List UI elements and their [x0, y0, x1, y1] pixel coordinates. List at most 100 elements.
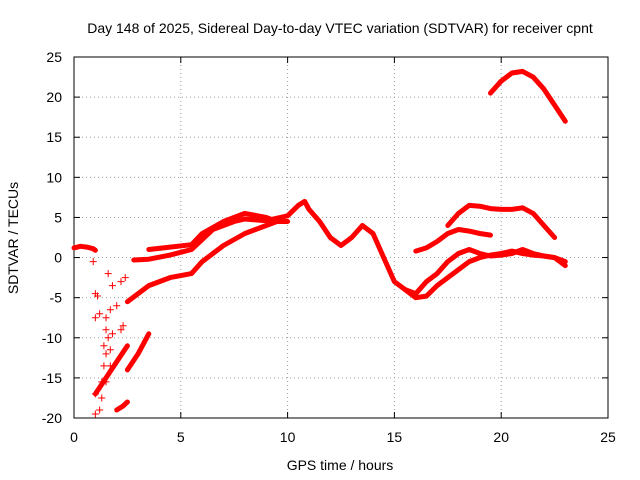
series-arc-h	[124, 331, 152, 373]
y-tick-label: -20	[42, 410, 62, 426]
data-point	[113, 302, 121, 310]
data-point	[102, 378, 110, 386]
data-point	[96, 310, 104, 318]
plus-marker	[104, 270, 112, 278]
y-tick-label: 25	[46, 49, 62, 65]
series-arc-j	[114, 399, 130, 413]
y-axis-label: SDTVAR / TECUs	[5, 182, 21, 294]
data-point	[108, 330, 116, 338]
data-point	[91, 314, 99, 322]
plus-marker	[93, 292, 101, 300]
plus-marker	[102, 378, 110, 386]
data-point	[106, 306, 114, 314]
data-point	[91, 390, 99, 398]
series-arc-c	[124, 219, 280, 305]
data-point	[106, 346, 114, 354]
plus-marker	[108, 282, 116, 290]
data-point	[89, 258, 97, 266]
data-point	[100, 342, 108, 350]
data-point	[106, 362, 114, 370]
plus-marker	[106, 362, 114, 370]
series-arc-a	[131, 198, 568, 301]
plus-marker	[100, 342, 108, 350]
series-line	[488, 68, 568, 124]
data-markers	[89, 258, 129, 418]
series-line	[131, 198, 568, 301]
data-point	[98, 394, 106, 402]
x-tick-label: 25	[600, 429, 616, 445]
plus-marker	[100, 362, 108, 370]
plus-marker	[89, 258, 97, 266]
series-arc-d	[402, 247, 568, 297]
plus-marker	[106, 346, 114, 354]
y-tick-label: 20	[46, 89, 62, 105]
data-point	[100, 362, 108, 370]
series-arc-b	[146, 210, 291, 252]
plus-marker	[104, 334, 112, 342]
series-line	[124, 219, 280, 305]
y-tick-label: -15	[42, 370, 62, 386]
plus-marker	[117, 326, 125, 334]
series-line	[402, 247, 568, 297]
data-series	[71, 68, 568, 413]
x-tick-labels: 0 5 10 15 20 25	[70, 429, 616, 445]
plus-marker	[102, 350, 110, 358]
x-tick-label: 0	[70, 429, 78, 445]
series-arc-i	[92, 343, 130, 397]
plus-marker	[91, 390, 99, 398]
series-arc-g	[488, 68, 568, 124]
series-line	[124, 331, 152, 373]
data-point	[93, 292, 101, 300]
series-arc-early	[71, 243, 98, 253]
axis-ticks	[73, 56, 609, 419]
data-point	[102, 350, 110, 358]
plus-marker	[96, 406, 104, 414]
data-point	[91, 410, 99, 418]
data-point	[104, 270, 112, 278]
plus-marker	[91, 314, 99, 322]
series-line	[445, 202, 558, 240]
series-arc-f	[445, 202, 558, 240]
data-point	[96, 406, 104, 414]
data-point	[117, 278, 125, 286]
data-point	[117, 326, 125, 334]
data-point	[102, 314, 110, 322]
y-tick-label: 15	[46, 129, 62, 145]
y-tick-labels: -20 -15 -10 -5 0 5 10 15 20 25	[42, 49, 62, 426]
plus-marker	[102, 326, 110, 334]
plus-marker	[106, 306, 114, 314]
plus-marker	[121, 274, 129, 282]
data-point	[108, 282, 116, 290]
plus-marker	[91, 410, 99, 418]
y-tick-label: 10	[46, 169, 62, 185]
y-tick-label: -10	[42, 330, 62, 346]
series-arc-e	[413, 227, 493, 254]
series-line	[71, 243, 98, 253]
y-tick-label: -5	[50, 290, 63, 306]
plus-marker	[119, 322, 127, 330]
plus-marker	[117, 278, 125, 286]
data-point	[119, 322, 127, 330]
data-point	[102, 326, 110, 334]
x-axis-label: GPS time / hours	[287, 457, 394, 473]
x-tick-label: 5	[177, 429, 185, 445]
plus-marker	[102, 314, 110, 322]
y-tick-label: 5	[54, 209, 62, 225]
data-point	[121, 274, 129, 282]
y-tick-label: 0	[54, 250, 62, 266]
series-line	[114, 399, 130, 413]
plus-marker	[113, 302, 121, 310]
series-line	[146, 210, 291, 252]
plus-marker	[98, 394, 106, 402]
chart-title: Day 148 of 2025, Sidereal Day-to-day VTE…	[87, 20, 593, 36]
series-line	[413, 227, 493, 254]
x-tick-label: 20	[493, 429, 509, 445]
x-tick-label: 10	[280, 429, 296, 445]
data-point	[104, 334, 112, 342]
plus-marker	[96, 310, 104, 318]
plus-marker	[108, 330, 116, 338]
x-tick-label: 15	[387, 429, 403, 445]
grid	[74, 57, 608, 418]
series-line	[92, 343, 130, 397]
